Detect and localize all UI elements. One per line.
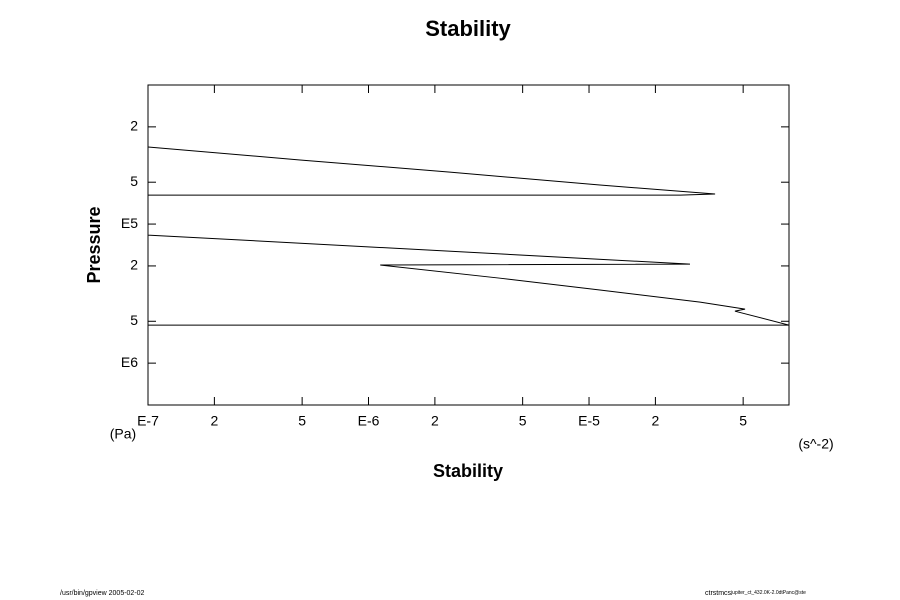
footer-right-sub: jupiter_ct_432.0K-2.0dtPanc@ste: [730, 590, 806, 596]
y-tick-label: 2: [130, 257, 138, 273]
plot-frame: [147, 84, 790, 406]
x-tick-label: 5: [739, 413, 747, 429]
footer-right-main: ctrstmcs: [705, 590, 732, 597]
x-tick-label: 5: [519, 413, 527, 429]
x-tick-label: 2: [210, 413, 218, 429]
y-axis-label: Pressure: [84, 206, 104, 283]
y-unit: (Pa): [110, 426, 136, 442]
x-tick-label: E-6: [358, 413, 380, 429]
x-axis-label: Stability: [433, 461, 503, 481]
x-tick-label: E-7: [137, 413, 159, 429]
footer-right: ctrstmcsjupiter_ct_432.0K-2.0dtPanc@ste: [705, 590, 806, 597]
x-tick-label: 2: [431, 413, 439, 429]
y-tick-label: E6: [121, 354, 138, 370]
x-tick-label: 2: [652, 413, 660, 429]
chart-title: Stability: [425, 16, 511, 41]
y-tick-label: E5: [121, 215, 138, 231]
y-tick-label: 2: [130, 118, 138, 134]
data-line: [148, 146, 789, 326]
x-unit: (s^-2): [798, 436, 833, 452]
x-tick-label: E-5: [578, 413, 600, 429]
x-tick-label: 5: [298, 413, 306, 429]
footer-left: /usr/bin/gpview 2005-02-02: [60, 590, 145, 597]
y-tick-label: 5: [130, 312, 138, 328]
y-tick-label: 5: [130, 173, 138, 189]
